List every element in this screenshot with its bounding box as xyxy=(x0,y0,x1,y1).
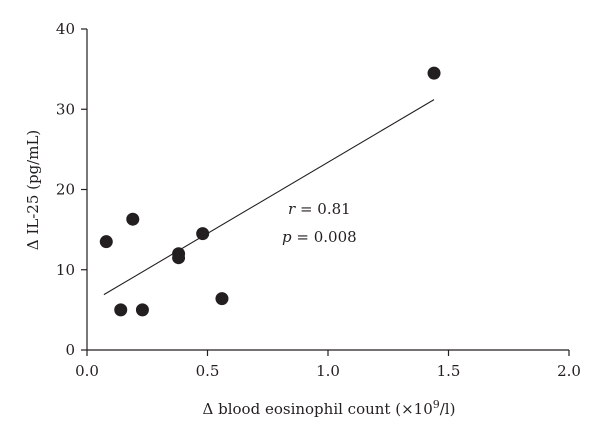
p-value-annotation: p = 0.008 xyxy=(282,228,357,246)
y-tick-label: 0 xyxy=(65,341,75,359)
x-tick-label: 2.0 xyxy=(557,362,581,380)
regression-line xyxy=(103,99,435,296)
y-tick-label: 40 xyxy=(56,20,75,38)
y-tick-label: 20 xyxy=(56,181,75,199)
x-axis-ticks: 0.0 0.5 1.0 1.5 2.0 xyxy=(75,350,581,380)
data-point xyxy=(126,212,140,226)
x-tick-label: 0.0 xyxy=(75,362,99,380)
y-tick-label: 30 xyxy=(56,100,75,118)
y-axis-ticks: 0 10 20 30 40 xyxy=(56,20,87,359)
data-point xyxy=(196,227,210,241)
x-axis-label: Δ blood eosinophil count (×109/l) xyxy=(203,398,456,418)
x-tick-label: 1.0 xyxy=(316,362,340,380)
data-point xyxy=(427,66,441,80)
x-axis-label-superscript: 9 xyxy=(433,398,440,411)
x-tick-label: 1.5 xyxy=(437,362,461,380)
y-tick-label: 10 xyxy=(56,261,75,279)
y-axis-label: Δ IL-25 (pg/mL) xyxy=(24,130,42,251)
p-value: = 0.008 xyxy=(292,228,357,246)
regression-line-layer xyxy=(103,99,435,296)
x-tick-label: 0.5 xyxy=(196,362,220,380)
data-points xyxy=(99,66,441,317)
x-axis-label-prefix: Δ blood eosinophil count (×10 xyxy=(203,400,433,418)
axes xyxy=(86,29,569,351)
data-point xyxy=(135,303,149,317)
r-value: = 0.81 xyxy=(295,200,351,218)
data-point xyxy=(99,235,113,249)
data-point xyxy=(215,292,229,306)
data-point xyxy=(114,303,128,317)
x-axis-label-suffix: /l) xyxy=(440,400,456,418)
data-point xyxy=(172,251,186,265)
p-symbol: p xyxy=(282,228,292,246)
correlation-annotation: r = 0.81 xyxy=(288,200,351,218)
r-symbol: r xyxy=(288,200,296,218)
